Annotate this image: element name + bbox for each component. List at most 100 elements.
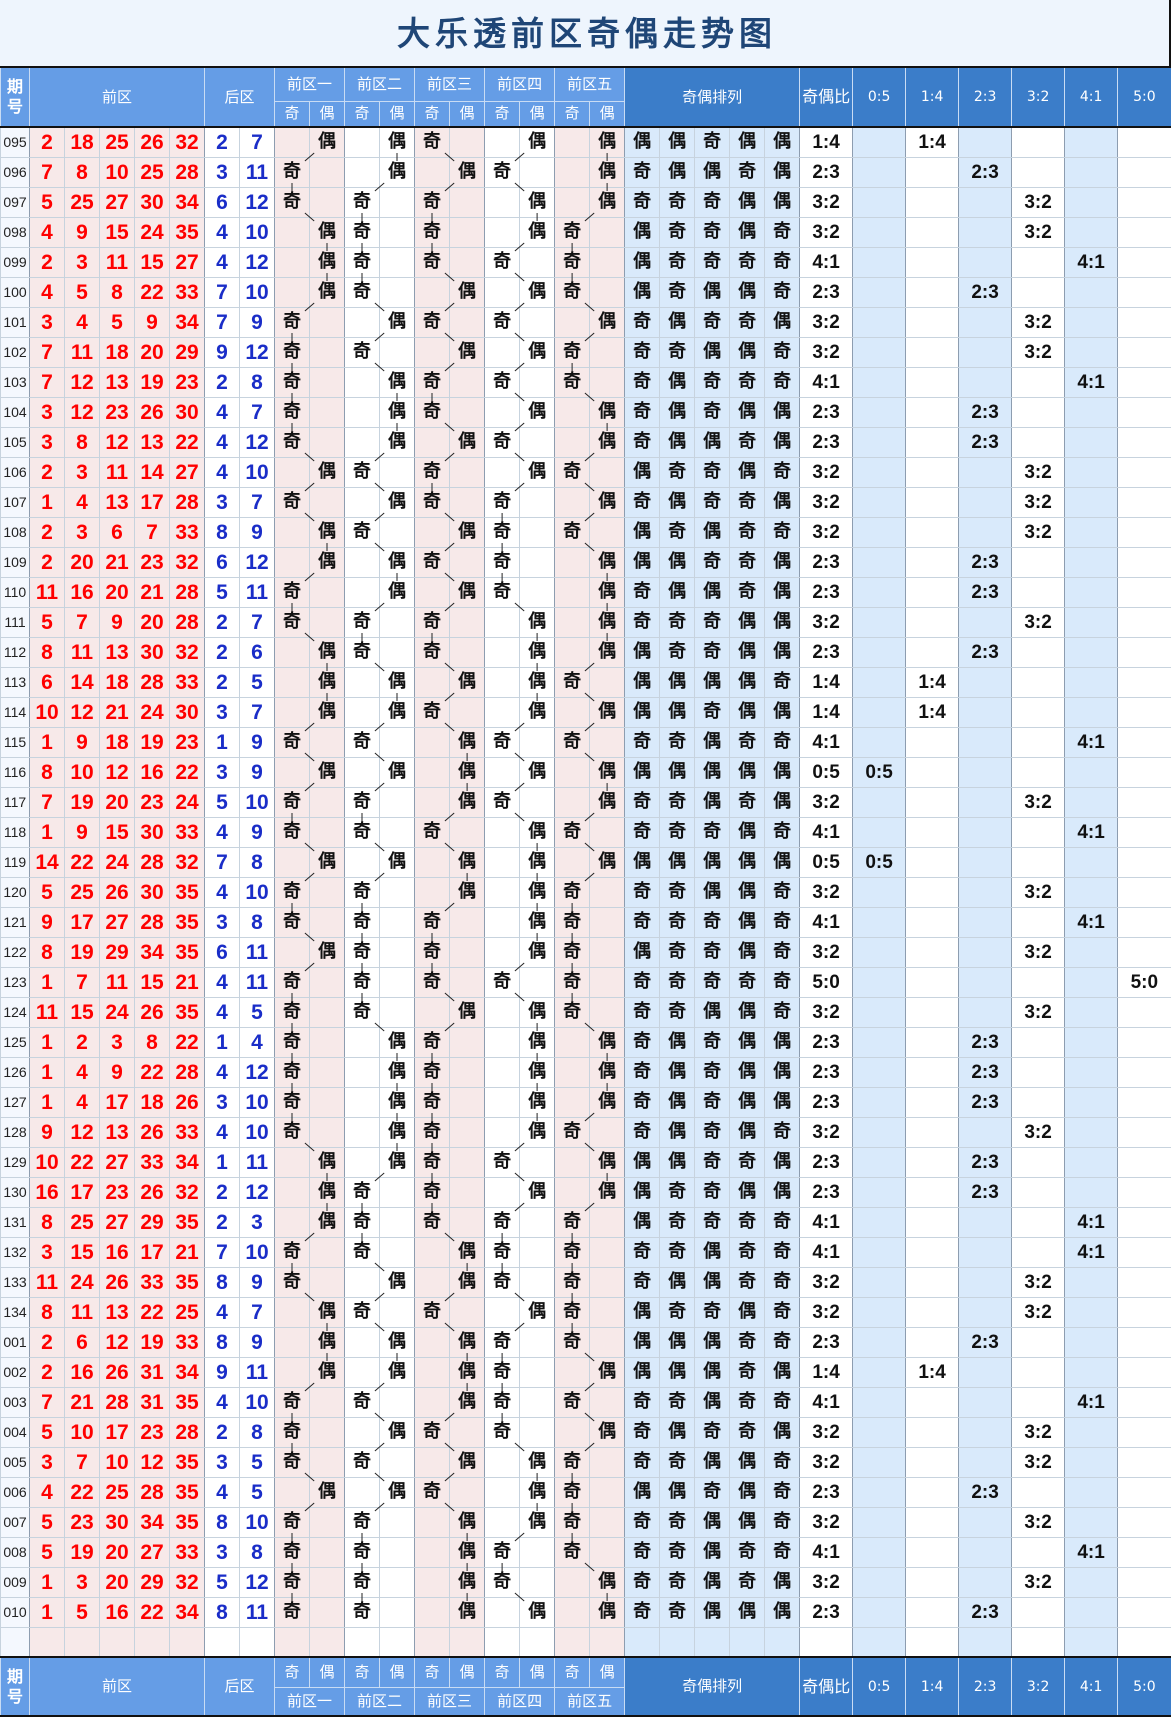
odd-mark: 奇 (493, 491, 512, 512)
ratio-column-cell (905, 1416, 960, 1448)
ratio-column-cell (852, 1086, 907, 1118)
odd-mark: 奇 (283, 791, 302, 812)
zone-3-even-cell (449, 1176, 486, 1208)
empty-cell (519, 1626, 556, 1658)
front-number-cell: 23 (99, 396, 135, 428)
zone-5-odd-cell (554, 1416, 591, 1448)
zone-4-even-cell (519, 306, 556, 338)
front-number: 30 (140, 820, 164, 844)
zone-3-odd-cell: 奇 (414, 966, 451, 998)
zone-3-even-cell (449, 1146, 486, 1178)
even-mark: 偶 (598, 131, 617, 153)
front-number-cell: 3 (99, 1026, 135, 1058)
zone-1-odd-cell (274, 126, 311, 158)
parity-pattern-cell: 奇 (764, 1446, 801, 1478)
parity-pattern-cell: 奇 (694, 1206, 731, 1238)
front-number: 7 (41, 370, 53, 394)
parity-pattern-cell: 偶 (729, 1056, 766, 1088)
period-number: 111 (4, 614, 26, 630)
zone-4-even-cell: 偶 (519, 816, 556, 848)
ratio-column-cell (852, 546, 907, 578)
odd-even-ratio-cell: 4:1 (799, 726, 854, 758)
zone-3-odd-cell: 奇 (414, 906, 451, 938)
front-number: 14 (140, 460, 164, 484)
ratio-hit: 3:2 (1024, 1001, 1052, 1023)
parity-pattern-cell: 奇 (729, 1326, 766, 1358)
odd-mark: 奇 (423, 1211, 442, 1232)
parity-value: 偶 (703, 1541, 722, 1562)
odd-mark: 奇 (423, 611, 442, 632)
ratio-column-cell: 3:2 (1011, 786, 1066, 818)
period-number: 119 (3, 854, 27, 870)
zone-1-odd-cell: 奇 (274, 1446, 311, 1478)
ratio-column-cell (1117, 1026, 1171, 1058)
ratio-column-cell (1011, 1536, 1066, 1568)
zone-3-even-cell: 偶 (449, 1446, 486, 1478)
back-number-cell: 8 (204, 516, 240, 548)
empty-cell (134, 1626, 170, 1658)
front-number: 34 (140, 940, 164, 964)
parity-value: 奇 (633, 431, 652, 452)
back-number-cell: 8 (204, 1326, 240, 1358)
ratio-column-cell: 3:2 (1011, 1116, 1066, 1148)
back-number: 3 (216, 760, 228, 784)
period-cell: 002 (0, 1356, 30, 1388)
parity-value: 偶 (633, 851, 652, 872)
back-number-cell: 4 (204, 1116, 240, 1148)
odd-mark: 奇 (493, 1361, 512, 1382)
zone-1-odd-cell (274, 276, 311, 308)
zone-2-even-cell: 偶 (379, 696, 416, 728)
zone-5-even-cell (589, 1296, 626, 1328)
draw-row: 009 1 3 20 29 32 5 12 奇奇偶奇偶奇奇偶奇偶 3:2 3:2 (0, 1566, 1171, 1598)
ratio-column-cell: 3:2 (1011, 1506, 1066, 1538)
zone-5-even-cell: 偶 (589, 636, 626, 668)
ratio-value: 0:5 (812, 761, 840, 783)
odd-even-ratio-cell: 2:3 (799, 1476, 854, 1508)
empty-cell (1117, 1626, 1171, 1658)
ratio-column-cell (1011, 1176, 1066, 1208)
parity-value: 奇 (633, 1031, 652, 1052)
front-number-cell: 10 (29, 696, 65, 728)
front-number-cell: 20 (99, 1566, 135, 1598)
parity-value: 偶 (633, 221, 652, 242)
ratio-column-cell (1117, 1416, 1171, 1448)
front-number: 12 (105, 430, 129, 454)
ratio-column-cell (852, 426, 907, 458)
zone-1-even-cell (309, 1026, 346, 1058)
back-number: 3 (216, 1450, 228, 1474)
zone-3-even-cell (449, 696, 486, 728)
zone-1-even-cell (309, 726, 346, 758)
back-number: 10 (245, 790, 269, 814)
ratio-hit: 3:2 (1024, 221, 1052, 243)
ratio-column-cell (1064, 1326, 1119, 1358)
odd-mark: 奇 (423, 371, 442, 392)
front-number-cell: 33 (134, 1146, 170, 1178)
parity-value: 偶 (738, 401, 757, 422)
even-mark: 偶 (318, 1361, 337, 1382)
period-cell: 127 (0, 1086, 30, 1118)
front-number-cell: 32 (169, 636, 205, 668)
period-cell: 117 (0, 786, 30, 818)
back-number: 5 (251, 1000, 263, 1024)
zone-4-even-cell: 偶 (519, 126, 556, 158)
ratio-hit: 3:2 (1024, 311, 1052, 333)
back-number: 5 (216, 580, 228, 604)
back-number: 1 (216, 730, 228, 754)
front-number-cell: 10 (99, 156, 135, 188)
ratio-value: 3:2 (812, 881, 840, 903)
zone-5-odd-cell: 奇 (554, 936, 591, 968)
parity-pattern-cell: 奇 (659, 606, 696, 638)
zone-4-odd-cell: 奇 (484, 576, 521, 608)
parity-value: 偶 (668, 311, 687, 332)
zone-2-odd-cell: 奇 (344, 786, 381, 818)
header-zone-2-odd: 奇 (344, 100, 381, 128)
zone-3-even-cell (449, 216, 486, 248)
front-number-cell: 33 (169, 516, 205, 548)
parity-value: 偶 (668, 551, 687, 572)
ratio-column-cell (1011, 1596, 1066, 1628)
zone-3-even-cell: 偶 (449, 576, 486, 608)
zone-4-odd-cell: 奇 (484, 156, 521, 188)
parity-pattern-cell: 奇 (729, 726, 766, 758)
ratio-column-cell (852, 1326, 907, 1358)
odd-mark: 奇 (493, 1241, 512, 1262)
